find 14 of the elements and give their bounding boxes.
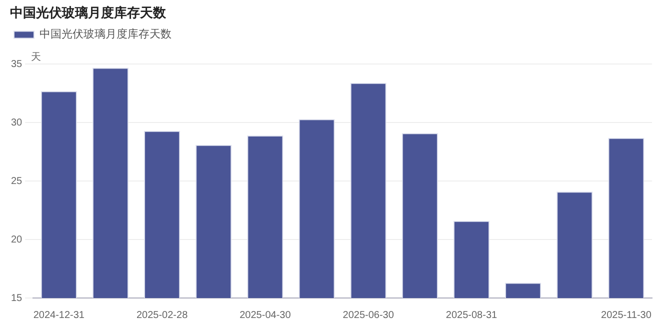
x-tick-label: 2025-04-30 [240, 310, 292, 321]
x-tick-label: 2025-02-28 [136, 310, 188, 321]
y-tick-label: 35 [11, 58, 23, 70]
y-tick-label: 25 [11, 176, 23, 187]
x-tick-label: 2025-11-30 [601, 310, 652, 321]
x-tick-label: 2025-08-31 [446, 310, 498, 321]
y-tick-label: 20 [11, 234, 23, 246]
x-tick-label: 2025-06-30 [342, 310, 394, 321]
legend-label: 中国光伏玻璃月度库存天数 [40, 28, 172, 41]
x-tick-label: 2024-12-31 [33, 310, 85, 321]
chart-title: 中国光伏玻璃月度库存天数 [10, 4, 166, 22]
y-axis-title: 天 [31, 52, 41, 63]
y-tick-label: 15 [11, 292, 23, 304]
y-tick-label: 30 [11, 117, 23, 128]
